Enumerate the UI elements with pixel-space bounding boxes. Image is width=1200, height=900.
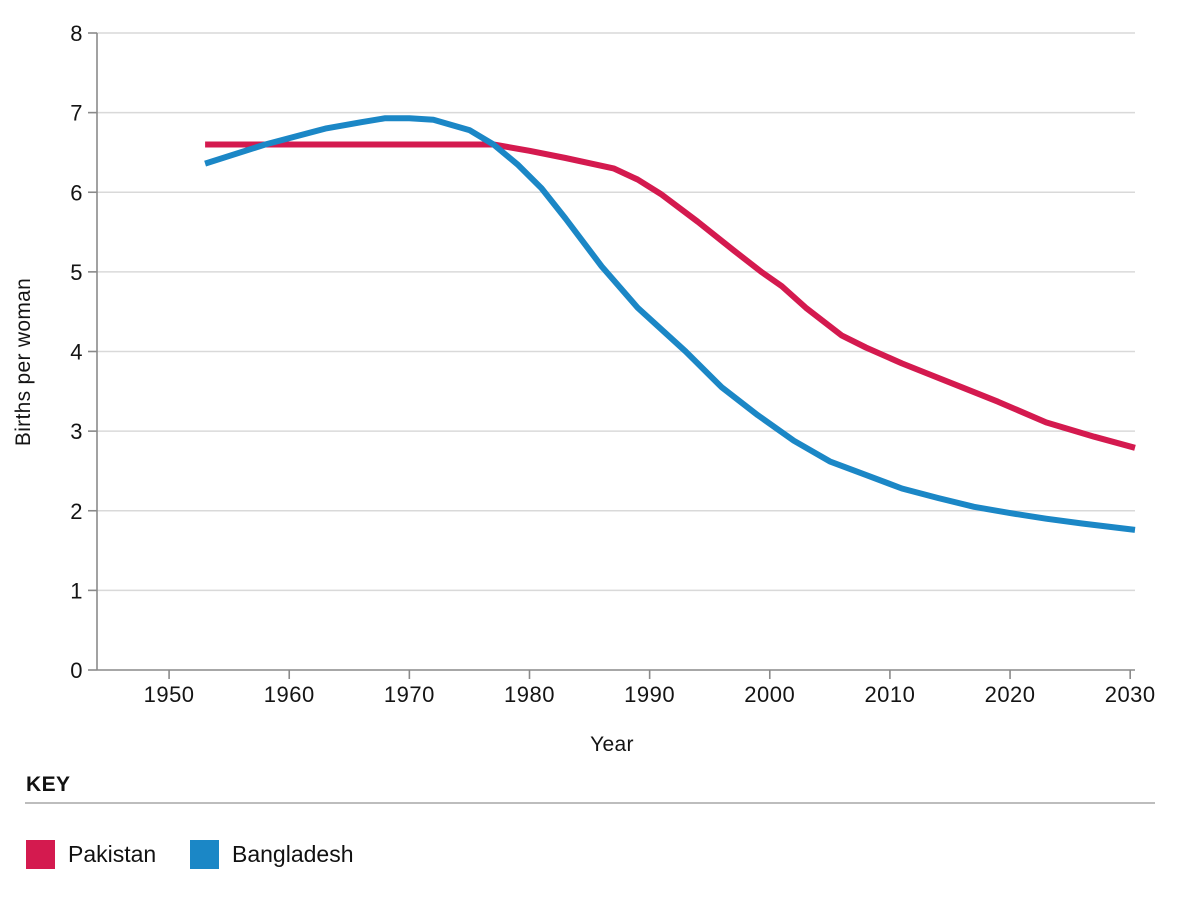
legend-swatch-bangladesh — [190, 840, 219, 869]
x-tick-label: 1960 — [264, 682, 315, 707]
y-tick-label: 0 — [70, 658, 83, 683]
y-axis-title: Births per woman — [12, 278, 35, 446]
key-divider — [25, 802, 1155, 804]
key-title: KEY — [26, 773, 71, 796]
x-tick-label: 1970 — [384, 682, 435, 707]
y-tick-labels: 0 1 2 3 4 5 6 7 8 — [70, 21, 83, 683]
y-tick-label: 5 — [70, 260, 83, 285]
y-tick-label: 3 — [70, 419, 83, 444]
y-tick-label: 1 — [70, 578, 83, 603]
x-tick-label: 1950 — [144, 682, 195, 707]
legend-item-pakistan: Pakistan — [26, 840, 156, 869]
legend-label: Bangladesh — [232, 841, 354, 867]
series-line-pakistan — [205, 141, 1136, 451]
gridlines — [97, 32, 1135, 592]
x-tick-label: 2030 — [1105, 682, 1156, 707]
x-tick-label: 1990 — [624, 682, 675, 707]
x-axis-title: Year — [590, 733, 634, 756]
y-tick-label: 2 — [70, 499, 83, 524]
series-line-bangladesh — [204, 115, 1136, 533]
y-tick-label: 6 — [70, 180, 83, 205]
x-tick-label: 1980 — [504, 682, 555, 707]
series-lines — [204, 115, 1136, 533]
y-tick-label: 8 — [70, 21, 83, 46]
x-tick-label: 2010 — [864, 682, 915, 707]
tick-marks — [88, 32, 1131, 679]
fertility-line-chart: 0 1 2 3 4 5 6 7 8 1950 1960 1970 1980 1990 2000 2010 20… — [12, 21, 1156, 756]
x-tick-labels: 1950 1960 1970 1980 1990 2000 2010 2020 2030 — [144, 682, 1156, 707]
legend-label: Pakistan — [68, 841, 157, 867]
y-tick-label: 4 — [70, 340, 83, 365]
legend-swatch-pakistan — [26, 840, 55, 869]
y-tick-label: 7 — [70, 101, 83, 126]
x-tick-label: 2000 — [744, 682, 795, 707]
legend-item-bangladesh: Bangladesh — [190, 840, 354, 869]
x-tick-label: 2020 — [985, 682, 1036, 707]
